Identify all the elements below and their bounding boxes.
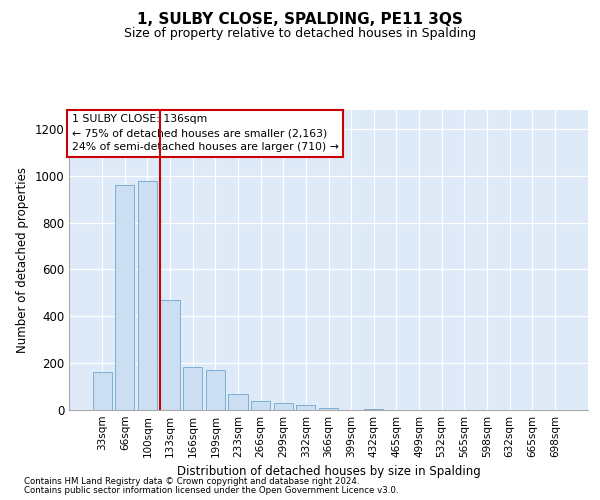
X-axis label: Distribution of detached houses by size in Spalding: Distribution of detached houses by size …: [176, 466, 481, 478]
Bar: [296, 406, 316, 410]
Text: Size of property relative to detached houses in Spalding: Size of property relative to detached ho…: [124, 28, 476, 40]
Bar: [160, 300, 180, 410]
Bar: [229, 394, 248, 410]
Y-axis label: Number of detached properties: Number of detached properties: [16, 167, 29, 353]
Text: 1, SULBY CLOSE, SPALDING, PE11 3QS: 1, SULBY CLOSE, SPALDING, PE11 3QS: [137, 12, 463, 28]
Text: Contains public sector information licensed under the Open Government Licence v3: Contains public sector information licen…: [24, 486, 398, 495]
Bar: [115, 184, 134, 410]
Bar: [319, 408, 338, 410]
Text: Contains HM Land Registry data © Crown copyright and database right 2024.: Contains HM Land Registry data © Crown c…: [24, 477, 359, 486]
Bar: [251, 402, 270, 410]
Bar: [183, 368, 202, 410]
Bar: [92, 372, 112, 410]
Bar: [138, 182, 157, 410]
Bar: [206, 370, 225, 410]
Bar: [274, 404, 293, 410]
Text: 1 SULBY CLOSE: 136sqm
← 75% of detached houses are smaller (2,163)
24% of semi-d: 1 SULBY CLOSE: 136sqm ← 75% of detached …: [71, 114, 338, 152]
Bar: [364, 409, 383, 410]
